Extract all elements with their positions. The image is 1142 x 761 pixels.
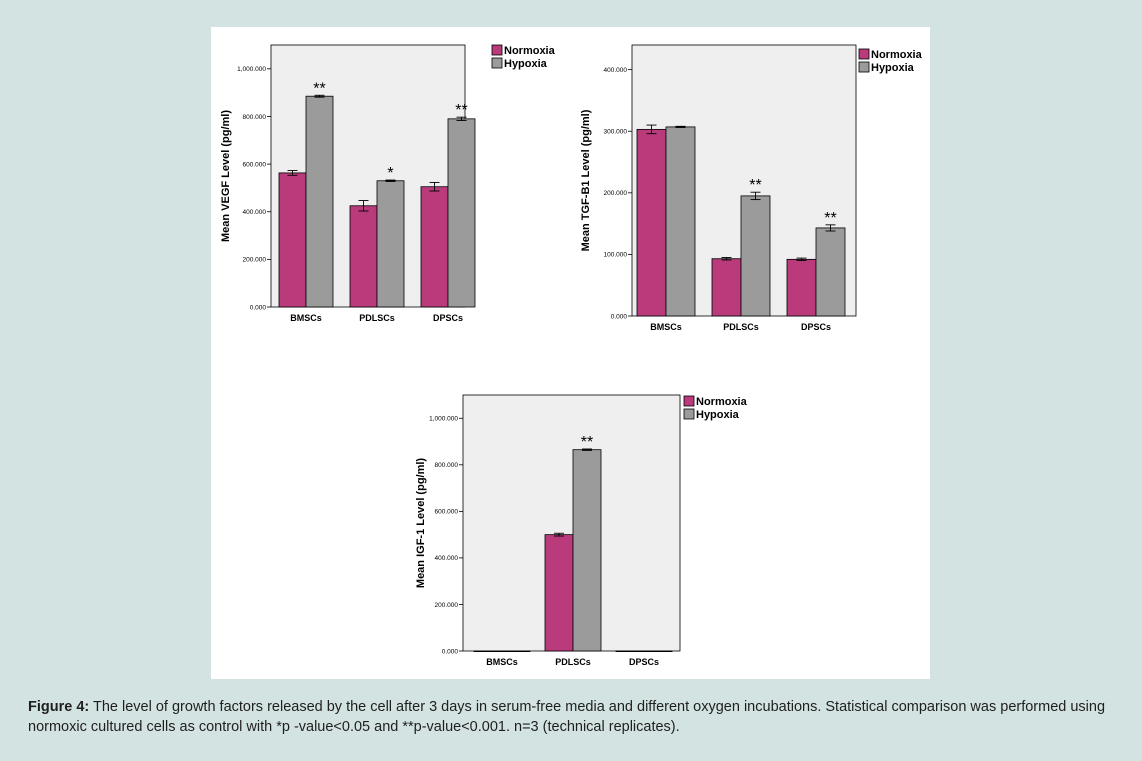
y-tick-label: 1,000.000: [237, 66, 266, 73]
y-axis-label: Mean IGF-1 Level (pg/ml): [415, 458, 427, 589]
y-tick-label: 600.000: [435, 509, 459, 516]
legend-label-hypoxia: Hypoxia: [696, 409, 740, 421]
y-tick-label: 400.000: [435, 555, 459, 562]
caption-label: Figure 4:: [28, 699, 90, 715]
legend-swatch-hypoxia: [858, 61, 870, 73]
y-tick-label: 400.000: [604, 67, 628, 74]
legend-label-hypoxia: Hypoxia: [871, 62, 915, 74]
bar-hypoxia-pdlscs: [376, 180, 405, 308]
significance-marker: **: [581, 434, 593, 451]
y-tick-label: 200.000: [604, 190, 628, 197]
vegf-chart: 0.000 200.000 400.000 600.000 800.000 1,000.0…: [220, 44, 556, 323]
legend-label-normoxia: Normoxia: [504, 45, 556, 57]
x-tick-label: BMSCs: [290, 313, 322, 323]
y-tick-label: 600.000: [243, 161, 267, 168]
y-tick-label: 800.000: [243, 114, 267, 121]
x-tick-label: PDLSCs: [359, 313, 395, 323]
bar-normoxia-dpscs: [786, 258, 817, 317]
bar-hypoxia-dpscs: [643, 650, 673, 653]
y-tick-label: 100.000: [604, 252, 628, 259]
legend-label-normoxia: Normoxia: [696, 396, 748, 408]
bar-hypoxia-dpscs: [815, 227, 846, 317]
y-tick-label: 400.000: [243, 209, 267, 216]
legend-swatch-hypoxia: [491, 57, 503, 69]
x-tick-label: DPSCs: [801, 322, 831, 332]
bar-normoxia-pdlscs: [349, 205, 378, 308]
igf-1-chart: 0.000 200.000 400.000 600.000 800.000 1,000.0…: [415, 394, 748, 667]
significance-marker: *: [387, 165, 393, 182]
significance-marker: **: [824, 210, 836, 227]
x-tick-label: PDLSCs: [723, 322, 759, 332]
tgf-b1-chart: 0.000 100.000 200.000 300.000 400.000 Mean TG…: [580, 44, 923, 332]
legend-swatch-normoxia: [858, 48, 870, 60]
bar-hypoxia-bmscs: [305, 95, 334, 308]
bar-hypoxia-pdlscs: [572, 449, 602, 652]
bar-hypoxia-pdlscs: [740, 195, 771, 317]
significance-marker: **: [749, 177, 761, 194]
significance-marker: **: [313, 80, 325, 97]
y-tick-label: 800.000: [435, 462, 459, 469]
y-tick-label: 0.000: [250, 304, 267, 311]
bar-normoxia-bmscs: [473, 650, 503, 653]
legend-label-hypoxia: Hypoxia: [504, 58, 548, 70]
legend-label-normoxia: Normoxia: [871, 49, 923, 61]
x-tick-label: BMSCs: [486, 657, 518, 667]
x-tick-label: BMSCs: [650, 322, 682, 332]
significance-marker: **: [455, 102, 467, 119]
bar-normoxia-bmscs: [636, 128, 667, 317]
y-tick-label: 300.000: [604, 129, 628, 136]
bar-normoxia-dpscs: [420, 186, 449, 308]
bar-hypoxia-bmscs: [501, 650, 531, 653]
bar-normoxia-pdlscs: [544, 534, 574, 652]
bar-normoxia-pdlscs: [711, 258, 742, 317]
x-tick-label: PDLSCs: [555, 657, 591, 667]
caption-text: The level of growth factors released by …: [28, 699, 1106, 735]
bar-hypoxia-bmscs: [665, 126, 696, 317]
bar-hypoxia-dpscs: [447, 118, 476, 308]
y-tick-label: 0.000: [442, 648, 459, 655]
bar-normoxia-bmscs: [278, 172, 307, 308]
y-tick-label: 200.000: [243, 257, 267, 264]
bar-normoxia-dpscs: [615, 650, 645, 653]
y-axis-label: Mean TGF-B1 Level (pg/ml): [580, 109, 592, 251]
y-tick-label: 0.000: [611, 313, 628, 320]
legend-swatch-normoxia: [491, 44, 503, 56]
x-tick-label: DPSCs: [433, 313, 463, 323]
x-tick-label: DPSCs: [629, 657, 659, 667]
y-axis-label: Mean VEGF Level (pg/ml): [220, 110, 232, 242]
y-tick-label: 1,000.000: [429, 416, 458, 423]
y-tick-label: 200.000: [435, 602, 459, 609]
legend-swatch-hypoxia: [683, 408, 695, 420]
legend-swatch-normoxia: [683, 395, 695, 407]
figure-caption: Figure 4: The level of growth factors re…: [28, 697, 1114, 737]
